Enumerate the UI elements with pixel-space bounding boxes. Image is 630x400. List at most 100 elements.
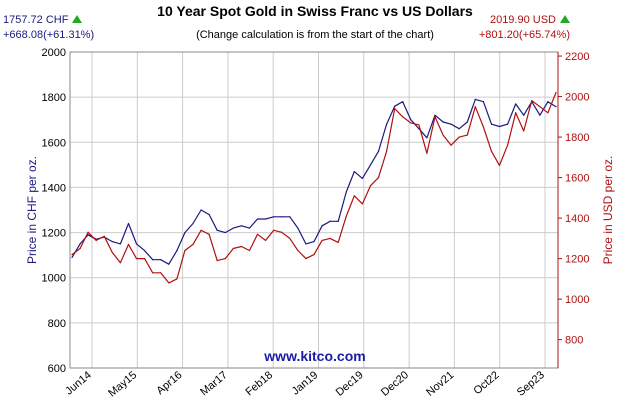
data-point-usd (152, 272, 154, 274)
data-point-usd (232, 247, 234, 250)
data-point-chf (79, 243, 81, 245)
data-point-usd (305, 258, 307, 260)
data-point-chf (281, 216, 283, 218)
y-left-tick-label: 1200 (42, 228, 66, 240)
data-point-usd (394, 108, 396, 110)
data-point-chf (111, 241, 113, 243)
data-point-chf (515, 103, 517, 105)
axis-layer (69, 51, 562, 369)
data-point-usd (160, 272, 162, 274)
data-point-usd (144, 258, 146, 260)
data-point-chf (394, 105, 396, 107)
data-point-usd (184, 249, 186, 252)
data-point-usd (498, 164, 501, 167)
data-point-chf (232, 227, 234, 229)
data-point-chf (410, 119, 412, 121)
data-point-usd (192, 243, 194, 246)
x-tick-label: May15 (106, 369, 139, 399)
data-point-usd (345, 215, 347, 217)
y-left-tick-label: 2000 (42, 47, 66, 59)
data-point-usd (95, 239, 97, 241)
data-point-usd (386, 150, 388, 152)
data-point-usd (531, 100, 533, 102)
data-point-usd (547, 112, 549, 114)
data-point-usd (474, 106, 476, 108)
kitco-watermark-link[interactable]: www.kitco.com (264, 348, 366, 364)
data-point-chf (200, 209, 202, 211)
data-point-chf (313, 241, 315, 243)
data-point-chf (361, 177, 363, 179)
data-point-usd (507, 144, 509, 146)
data-point-chf (297, 227, 299, 229)
data-point-chf (426, 137, 428, 139)
data-point-usd (466, 134, 468, 136)
y-right-axis-title: Price in USD per oz. (601, 156, 615, 265)
y-right-tick-label: 2200 (565, 51, 589, 63)
data-point-chf (490, 123, 493, 125)
series-layer (71, 91, 557, 284)
chart-title: 10 Year Spot Gold in Swiss Franc vs US D… (157, 3, 473, 19)
x-tick-label: Dec20 (379, 369, 411, 399)
data-point-chf (135, 243, 138, 245)
up-arrow-icon (560, 15, 570, 23)
data-point-chf (321, 225, 323, 227)
x-tick-label: Dec19 (334, 369, 366, 399)
data-point-usd (329, 237, 331, 239)
x-tick-label: Oct22 (471, 369, 501, 397)
y-right-tick-label: 2000 (565, 92, 589, 104)
data-point-usd (248, 249, 251, 252)
x-tick-label: Sep23 (515, 369, 547, 399)
data-point-chf (418, 128, 420, 130)
data-point-chf (71, 256, 73, 258)
data-point-usd (458, 136, 460, 138)
data-point-chf (144, 250, 146, 252)
y-left-tick-label: 1000 (42, 273, 66, 285)
data-point-chf (353, 171, 355, 173)
data-point-chf (402, 101, 404, 103)
data-point-usd (410, 122, 412, 124)
data-point-usd (119, 262, 121, 264)
data-point-usd (434, 116, 436, 118)
chart-subtitle: (Change calculation is from the start of… (196, 29, 434, 41)
data-point-chf (208, 213, 210, 216)
y-left-axis-title: Price in CHF per oz. (25, 156, 39, 264)
up-arrow-icon (72, 15, 83, 23)
data-point-chf (442, 121, 444, 123)
data-point-chf (474, 98, 476, 100)
data-point-usd (337, 241, 339, 244)
data-point-chf (345, 191, 347, 193)
y-left-tick-label: 1400 (42, 182, 66, 194)
plot-frame (69, 51, 559, 369)
y-right-tick-label: 1400 (565, 213, 589, 225)
data-point-chf (127, 222, 130, 225)
data-point-chf (168, 263, 170, 265)
data-point-chf (458, 128, 460, 130)
data-point-usd (490, 150, 493, 152)
data-point-usd (87, 231, 89, 233)
data-point-chf (256, 218, 259, 220)
chf-change-readout: +668.08(+61.31%) (3, 29, 95, 41)
data-point-usd (321, 239, 323, 241)
usd-price-readout: 2019.90 USD (490, 14, 570, 26)
data-point-chf (224, 231, 226, 234)
data-point-usd (369, 185, 372, 187)
chf-price-value: 1757.72 CHF (3, 14, 69, 26)
data-point-usd (127, 243, 130, 246)
data-point-usd (135, 258, 138, 260)
data-point-chf (498, 125, 501, 128)
data-point-chf (152, 259, 154, 261)
data-point-usd (79, 247, 81, 250)
data-point-usd (482, 126, 484, 128)
data-point-usd (523, 130, 525, 132)
data-point-usd (224, 258, 226, 260)
data-point-usd (240, 245, 242, 248)
usd-change-readout: +801.20(+65.74%) (478, 29, 570, 41)
y-right-tick-label: 1200 (565, 254, 589, 266)
y-right-tick-label: 1600 (565, 173, 589, 185)
data-point-chf (377, 150, 380, 152)
data-point-usd (313, 253, 315, 256)
data-point-chf (369, 164, 372, 166)
data-point-usd (297, 249, 299, 252)
